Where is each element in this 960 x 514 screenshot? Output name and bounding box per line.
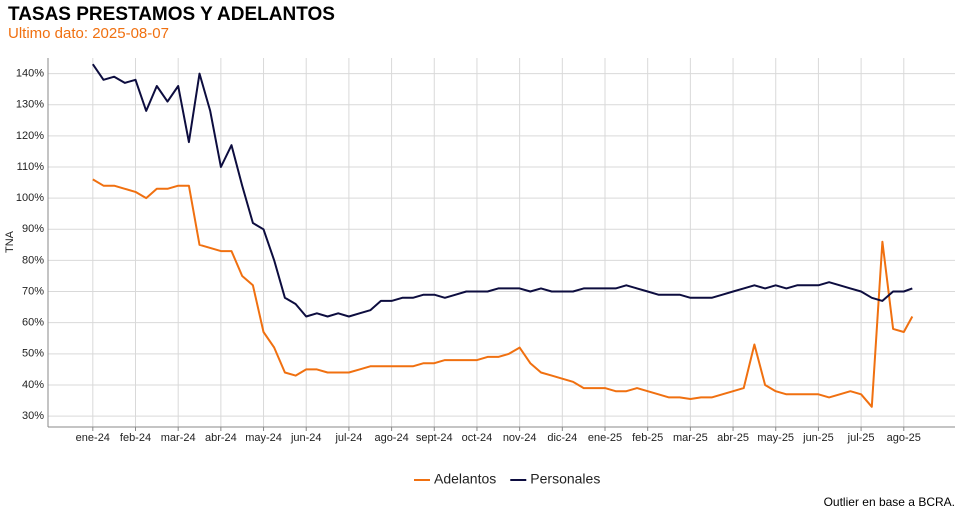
x-tick-label: mar-24 [161, 432, 196, 444]
y-tick-label: 50% [22, 348, 44, 360]
x-tick-label: feb-25 [632, 432, 663, 444]
x-tick-label: jun-25 [802, 432, 834, 444]
y-tick-label: 130% [16, 99, 44, 111]
x-tick-label: ago-25 [887, 432, 921, 444]
chart-subtitle: Ultimo dato: 2025-08-07 [8, 25, 169, 42]
x-tick-label: abr-25 [717, 432, 749, 444]
line-series [92, 178, 914, 408]
x-tick-label: ene-24 [76, 432, 110, 444]
x-tick-label: jun-24 [290, 432, 322, 444]
y-tick-label: 140% [16, 67, 44, 79]
chart-title: TASAS PRESTAMOS Y ADELANTOS [8, 4, 335, 25]
x-tick-label: feb-24 [120, 432, 151, 444]
x-tick-label: ago-24 [374, 432, 408, 444]
x-tick-label: dic-24 [547, 432, 577, 444]
y-tick-label: 30% [22, 410, 44, 422]
x-tick-label: may-25 [757, 432, 794, 444]
x-tick-label: jul-25 [847, 432, 875, 444]
x-tick-label: oct-24 [462, 432, 493, 444]
line-series [91, 63, 913, 318]
y-axis-label: TNA [4, 230, 16, 253]
legend-label: Personales [530, 471, 600, 487]
caption: Outlier en base a BCRA. [824, 495, 955, 509]
y-tick-label: 90% [22, 223, 44, 235]
y-tick-label: 40% [22, 379, 44, 391]
y-tick-label: 120% [16, 130, 44, 142]
y-tick-label: 110% [17, 161, 45, 173]
y-tick-label: 100% [16, 192, 44, 204]
y-tick-label: 60% [22, 317, 44, 329]
x-tick-label: sept-24 [416, 432, 453, 444]
y-tick-label: 70% [22, 285, 44, 297]
x-tick-label: may-24 [245, 432, 282, 444]
legend-label: Adelantos [434, 471, 496, 487]
x-tick-label: mar-25 [673, 432, 708, 444]
x-tick-label: nov-24 [503, 432, 537, 444]
y-tick-label: 80% [22, 254, 44, 266]
x-tick-label: ene-25 [588, 432, 622, 444]
x-tick-label: jul-24 [334, 432, 362, 444]
x-tick-label: abr-24 [205, 432, 237, 444]
